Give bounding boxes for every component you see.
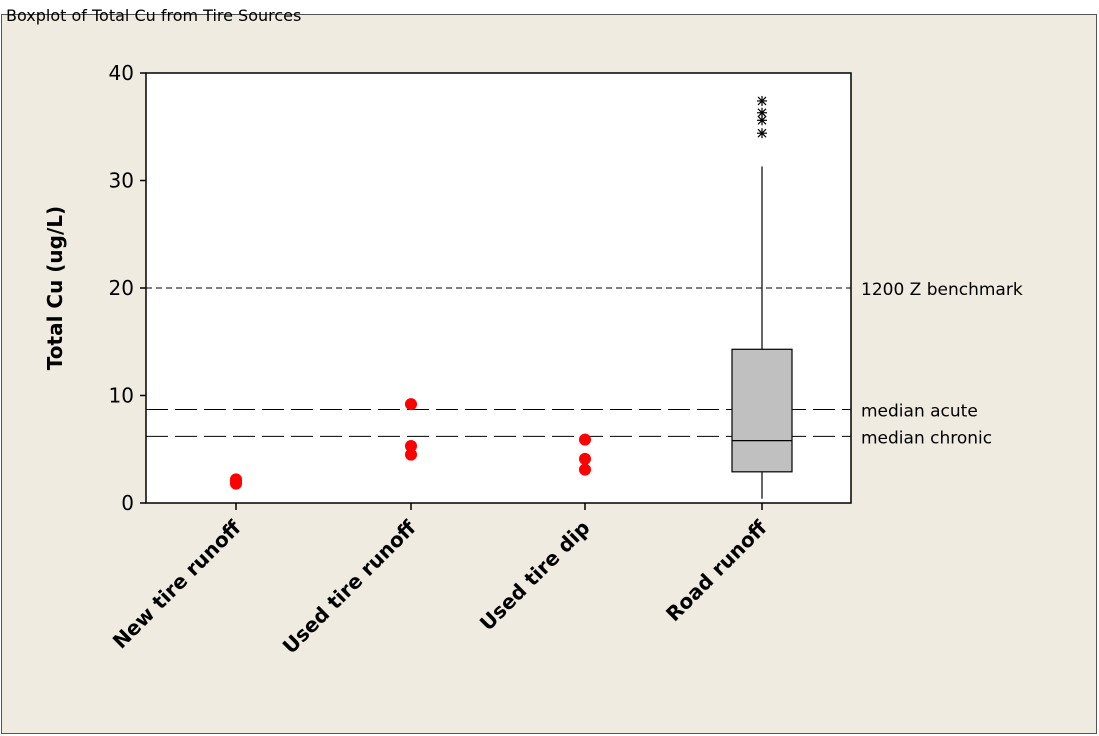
header-strip xyxy=(0,0,1099,14)
outlier-marker xyxy=(757,95,767,106)
data-point xyxy=(405,448,417,461)
chart-title: Boxplot of Total Cu from Tire Sources xyxy=(6,6,302,25)
data-point xyxy=(230,473,242,486)
data-point xyxy=(579,463,591,476)
y-tick-label: 40 xyxy=(109,61,134,85)
x-tick-label: Used tire dip xyxy=(475,516,595,636)
outlier-stroke xyxy=(757,128,767,138)
data-point xyxy=(579,433,591,446)
y-axis-label: Total Cu (ug/L) xyxy=(43,206,67,370)
y-tick-label: 20 xyxy=(109,276,134,300)
x-tick-label: Road runoff xyxy=(661,515,772,626)
reference-line-label: median acute xyxy=(861,401,978,421)
data-point xyxy=(405,398,417,411)
data-point xyxy=(405,440,417,453)
outlier-marker xyxy=(757,128,767,139)
x-tick-label: Used tire runoff xyxy=(278,515,421,658)
reference-line-label: median chronic xyxy=(861,428,992,448)
box-iqr xyxy=(731,348,793,473)
x-tick-label: New tire runoff xyxy=(108,515,246,653)
y-tick-label: 0 xyxy=(121,491,134,515)
outlier-marker xyxy=(757,107,767,118)
data-point xyxy=(579,452,591,465)
outlier-stroke xyxy=(757,115,767,125)
y-tick-label: 30 xyxy=(109,169,134,193)
y-tick-label: 10 xyxy=(109,384,134,408)
outlier-stroke xyxy=(757,96,767,106)
outlier-stroke xyxy=(757,108,767,118)
reference-line-label: 1200 Z benchmark xyxy=(861,280,1023,300)
